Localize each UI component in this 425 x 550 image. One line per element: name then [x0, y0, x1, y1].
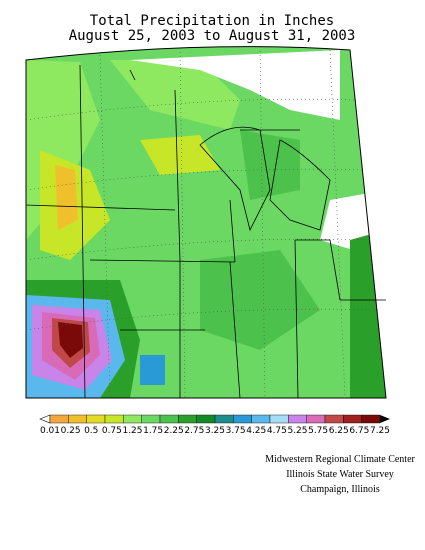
colorbar: 0.01 0.25 0.5 0.75 1.25 1.75 2.25 2.75 3.25 3.75 4… [39, 414, 390, 436]
subtitle: August 25, 2003 to August 31, 2003 [69, 28, 356, 44]
legend-label: 5.75 [308, 426, 328, 436]
color-swatch [68, 414, 87, 424]
legend-label: 0.5 [84, 426, 98, 436]
legend-label: 0.75 [102, 426, 122, 436]
legend-label: 1.75 [143, 426, 163, 436]
color-swatch [86, 414, 106, 424]
color-swatch [306, 414, 326, 424]
color-swatch [361, 414, 381, 424]
color-swatch [233, 414, 252, 424]
color-swatch [251, 414, 271, 424]
title: Total Precipitation in Inches [90, 13, 334, 29]
color-swatch [123, 414, 142, 424]
legend-label: 3.75 [226, 426, 246, 436]
legend-label: 0.01 [40, 426, 60, 436]
legend-label: 1.25 [122, 426, 142, 436]
color-swatch [343, 414, 362, 424]
color-swatch [324, 414, 344, 424]
credit: Midwestern Regional Climate Center [265, 454, 415, 465]
color-swatch [288, 414, 307, 424]
color-swatch [141, 414, 161, 424]
color-swatch [104, 414, 124, 424]
credit: Champaign, Illinois [300, 484, 380, 495]
legend-label: 7.25 [370, 426, 390, 436]
map [25, 46, 387, 399]
arrow-low [39, 414, 51, 424]
legend-label: 6.75 [349, 426, 369, 436]
credit: Illinois State Water Survey [286, 469, 394, 480]
legend-label: 3.25 [205, 426, 225, 436]
color-swatch [269, 414, 289, 424]
color-swatch [214, 414, 234, 424]
color-swatch [49, 414, 69, 424]
legend-label: 0.25 [61, 426, 81, 436]
legend-label: 6.25 [329, 426, 349, 436]
legend-label: 4.25 [246, 426, 266, 436]
arrow-high [380, 415, 390, 423]
color-swatch [196, 414, 216, 424]
legend-label: 4.75 [267, 426, 287, 436]
legend-label: 2.75 [184, 426, 204, 436]
color-swatch [178, 414, 197, 424]
legend-label: 5.25 [287, 426, 307, 436]
legend-label: 2.25 [164, 426, 184, 436]
color-swatch [159, 414, 179, 424]
